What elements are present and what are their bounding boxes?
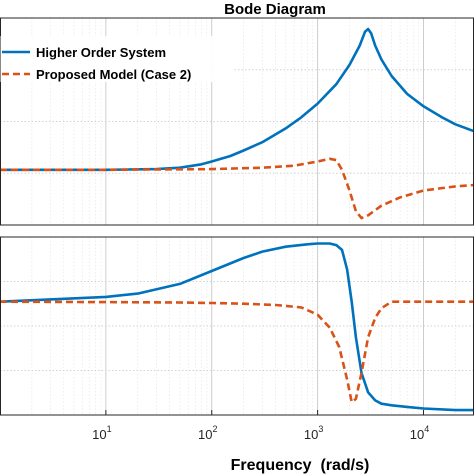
x-tick-label: 102 [198, 424, 217, 442]
legend-entry-label: Proposed Model (Case 2) [36, 67, 191, 82]
chart-title: Bode Diagram [224, 1, 326, 18]
grid-phase [0, 237, 474, 415]
higher-order-system-line-phase [0, 242, 474, 412]
x-tick-label: 103 [304, 424, 323, 442]
x-axis-label: Frequency (rad/s) [231, 457, 370, 474]
panel-phase [0, 236, 474, 416]
x-tick-label: 104 [410, 424, 429, 442]
grid-magnitude [0, 18, 474, 225]
proposed-model-line-phase [0, 300, 474, 404]
x-tick-label: 101 [92, 424, 111, 442]
legend-entry-label: Higher Order System [36, 45, 166, 60]
proposed-model-line-magnitude [0, 157, 474, 220]
higher-order-system-line-magnitude [0, 27, 474, 172]
legend: Higher Order System Proposed Model (Case … [0, 36, 233, 82]
